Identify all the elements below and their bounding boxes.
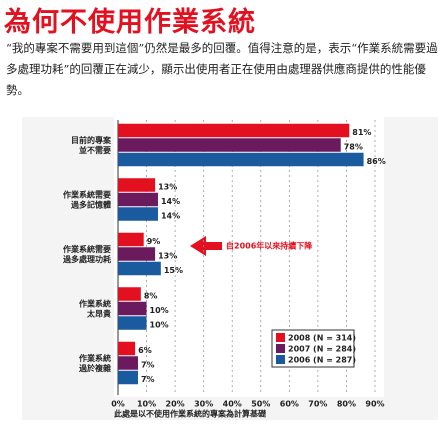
value-label: 13% [158,183,177,192]
bar [118,207,158,221]
legend-label: 2008 (N = 314) [288,334,356,343]
bar [118,152,364,167]
value-label: 13% [158,252,177,261]
value-label: 78% [344,143,363,152]
value-label: 6% [138,346,152,355]
bar [118,261,161,276]
value-label: 10% [150,321,169,330]
value-label: 14% [161,197,180,206]
legend-swatch [276,355,285,364]
value-label: 14% [161,212,180,221]
legend-label: 2006 (N = 287) [288,356,356,365]
bar [118,370,138,385]
value-label: 81% [352,128,371,137]
x-tick-label: 10% [137,400,156,409]
annotation: 自2006年以來持續下降 [226,241,313,251]
legend-swatch [276,344,285,353]
y-tick-label: 作業系統過於複雜 [78,353,111,373]
x-tick-label: 80% [337,400,356,409]
y-tick-label: 目前的專案並不需要 [71,135,112,155]
legend-swatch [276,333,285,342]
value-label: 15% [164,266,183,275]
bar [118,247,156,261]
bar [118,316,147,330]
value-label: 10% [150,306,169,315]
bar [118,178,156,192]
x-tick-label: 70% [308,400,327,409]
bar [118,341,136,356]
annotation-arrow [190,236,222,256]
x-tick-label: 90% [365,400,384,409]
legend-label: 2007 (N = 284) [288,345,356,354]
value-label: 9% [147,237,161,246]
bar [118,232,144,247]
intro-text: “我的專案不需要用到這個”仍然是最多的回覆。值得注意的是，表示“作業系統需要過多… [6,41,438,97]
bar [118,356,138,370]
x-tick-label: 60% [280,400,299,409]
bar [118,138,341,152]
bar [118,192,158,207]
x-tick-label: 50% [251,400,270,409]
value-label: 7% [141,361,155,370]
value-label: 86% [367,157,386,166]
bar [118,123,350,138]
footnote: 此處是以不使用作業系統的專案為計算基礎 [114,409,267,419]
bar [118,287,141,301]
y-tick-label: 作業系統需要過多記憶體 [63,189,111,209]
x-tick-label: 30% [194,400,213,409]
y-tick-label: 作業系統太昂貴 [79,298,111,318]
y-tick-label: 作業系統需要過多處理功耗 [62,244,111,264]
x-tick-label: 40% [223,400,242,409]
legend-box [271,329,355,368]
x-tick-label: 20% [166,400,185,409]
value-label: 7% [141,375,155,384]
x-tick-label: 0% [111,400,125,409]
bar [118,301,147,316]
page-title: 為何不使用作業系統 [4,7,256,38]
value-label: 8% [144,292,158,301]
